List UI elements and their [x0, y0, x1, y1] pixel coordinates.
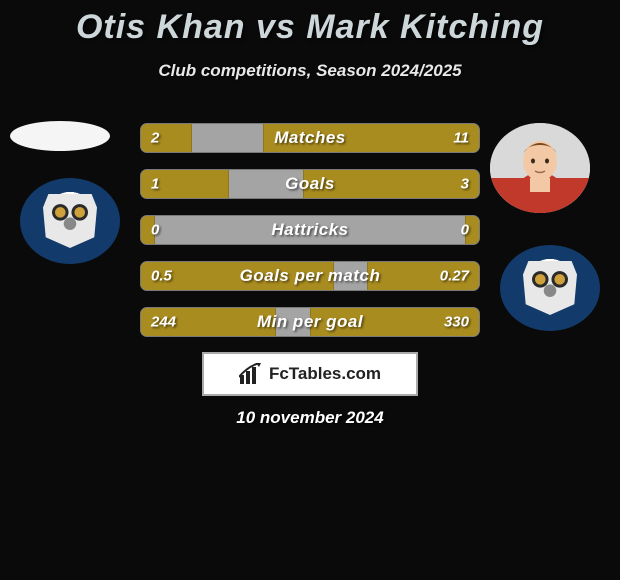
subtitle: Club competitions, Season 2024/2025	[0, 61, 620, 81]
date-text: 10 november 2024	[0, 408, 620, 428]
stat-row: 00Hattricks	[140, 215, 480, 245]
bar-chart-icon	[239, 363, 263, 385]
club-badge-right	[500, 245, 600, 331]
club-badge-left	[20, 178, 120, 264]
stat-row: 211Matches	[140, 123, 480, 153]
stats-bars: 211Matches 13Goals 00Hattricks 0.50.27Goals…	[140, 123, 480, 353]
stat-label: Goals	[141, 174, 479, 194]
brand-box[interactable]: FcTables.com	[202, 352, 418, 396]
stat-label: Hattricks	[141, 220, 479, 240]
player-portrait-icon	[490, 123, 590, 213]
player-photo-right	[490, 123, 590, 213]
stat-label: Min per goal	[141, 312, 479, 332]
brand-text: FcTables.com	[269, 364, 381, 384]
stat-row: 13Goals	[140, 169, 480, 199]
owl-icon	[43, 194, 97, 248]
player-photo-left	[10, 121, 110, 151]
page-title: Otis Khan vs Mark Kitching	[0, 0, 620, 47]
stat-label: Goals per match	[141, 266, 479, 286]
stat-label: Matches	[141, 128, 479, 148]
comparison-card: Otis Khan vs Mark Kitching Club competit…	[0, 0, 620, 580]
owl-icon	[523, 261, 577, 315]
stat-row: 244330Min per goal	[140, 307, 480, 337]
stat-row: 0.50.27Goals per match	[140, 261, 480, 291]
